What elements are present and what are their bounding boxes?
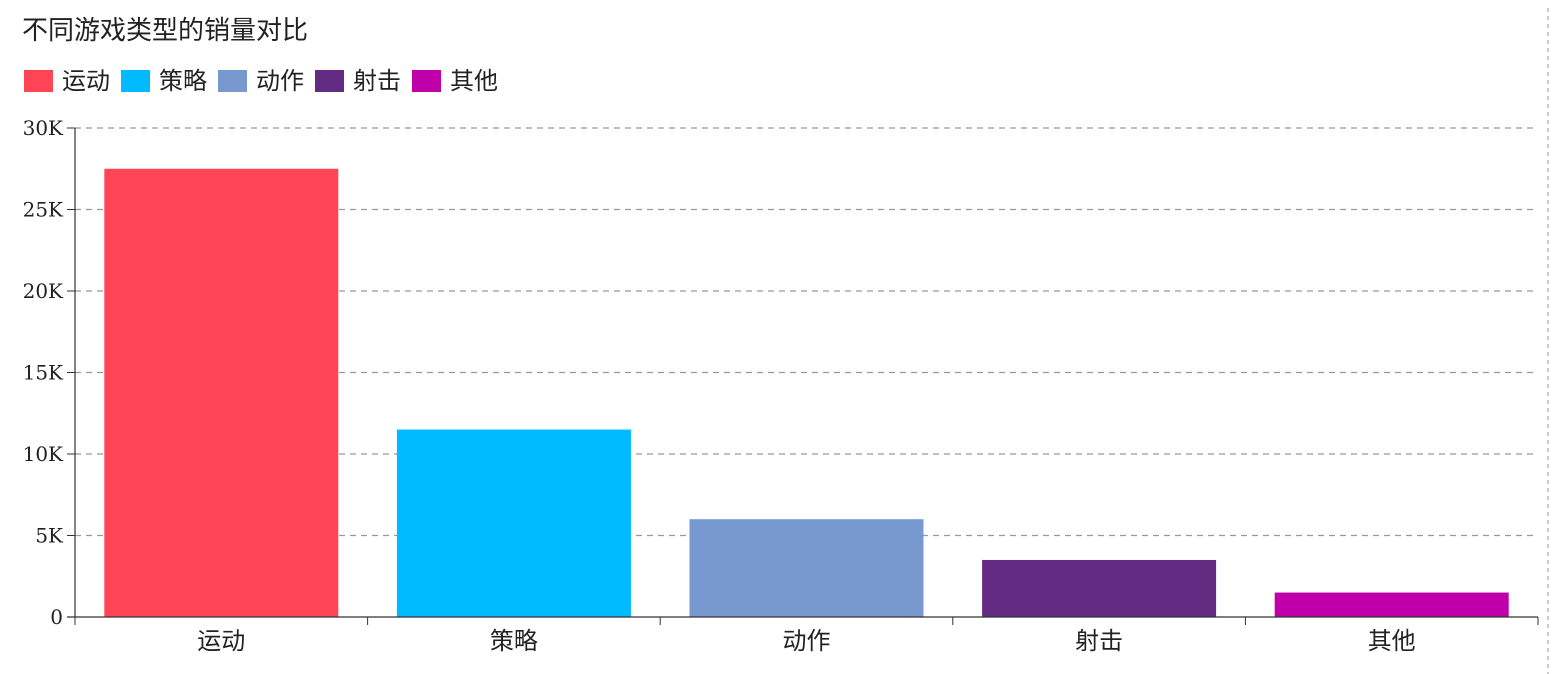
legend-swatch (218, 70, 247, 92)
legend-label: 运动 (62, 67, 110, 95)
bar (982, 559, 1217, 617)
y-tick-label: 5K (35, 524, 64, 548)
legend-label: 策略 (159, 67, 207, 95)
legend-swatch (121, 70, 150, 92)
y-tick-label: 20K (23, 279, 64, 303)
legend-label: 射击 (353, 67, 401, 95)
bar (396, 429, 631, 617)
y-tick-label: 25K (23, 198, 64, 222)
x-tick-label: 动作 (783, 627, 831, 655)
legend-item-sports[interactable]: 运动 (24, 66, 110, 96)
chart-title: 不同游戏类型的销量对比 (22, 16, 309, 46)
legend: 运动 策略 动作 射击 其他 (24, 64, 509, 98)
legend-label: 动作 (256, 67, 304, 95)
bar (689, 519, 924, 617)
y-tick-label: 10K (23, 442, 64, 466)
legend-label: 其他 (450, 67, 498, 95)
legend-swatch (24, 70, 53, 92)
legend-swatch (315, 70, 344, 92)
x-tick-label: 运动 (197, 627, 245, 655)
legend-swatch (412, 70, 441, 92)
y-tick-label: 0 (50, 605, 63, 629)
legend-item-shooter[interactable]: 射击 (315, 66, 401, 96)
y-tick-label: 15K (23, 361, 64, 385)
legend-item-other[interactable]: 其他 (412, 66, 498, 96)
legend-item-action[interactable]: 动作 (218, 66, 304, 96)
x-tick-label: 策略 (490, 627, 538, 655)
x-tick-label: 射击 (1075, 627, 1123, 655)
bar (104, 168, 339, 617)
x-tick-label: 其他 (1368, 627, 1416, 655)
legend-item-strategy[interactable]: 策略 (121, 66, 207, 96)
bar (1274, 592, 1509, 617)
y-tick-label: 30K (23, 116, 64, 140)
